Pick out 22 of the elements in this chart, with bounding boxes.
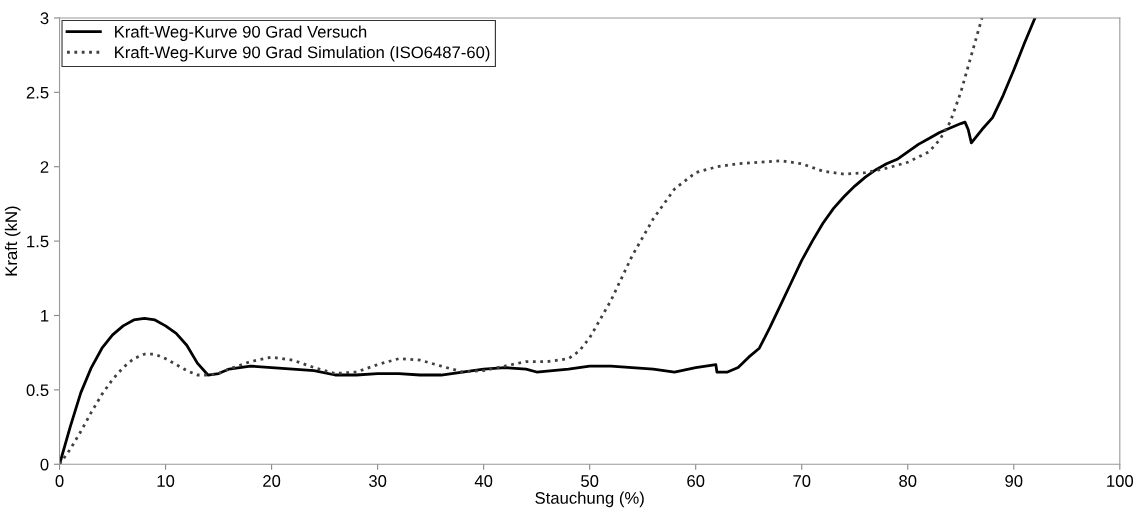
y-axis-title: Kraft (kN)	[4, 206, 21, 276]
y-tick-label: 0	[40, 458, 49, 471]
x-tick-label: 70	[793, 475, 811, 487]
x-tick-label: 30	[368, 475, 387, 487]
y-tick-label: 3	[40, 12, 49, 25]
x-tick-label: 60	[687, 475, 705, 487]
x-tick-label: 50	[581, 475, 599, 487]
y-tick-label: 2.5	[26, 86, 49, 99]
legend-label: Kraft-Weg-Kurve 90 Grad Versuch	[115, 25, 367, 41]
x-tick-label: 90	[1005, 475, 1023, 487]
x-tick-label: 40	[474, 475, 493, 487]
x-tick-label: 80	[899, 475, 917, 487]
x-tick-label: 10	[157, 475, 175, 487]
y-tick-label: 0.5	[26, 384, 49, 397]
x-axis-title: Stauchung (%)	[535, 491, 644, 508]
x-tick-label: 20	[263, 475, 281, 487]
x-tick-label: 0	[55, 475, 64, 487]
legend-label: Kraft-Weg-Kurve 90 Grad Simulation (ISO6487-60)	[115, 45, 490, 62]
y-tick-label: 1	[41, 310, 49, 322]
y-tick-label: 2	[40, 161, 49, 173]
x-tick-label: 100	[1107, 475, 1134, 487]
y-tick-label: 1.5	[27, 235, 49, 248]
